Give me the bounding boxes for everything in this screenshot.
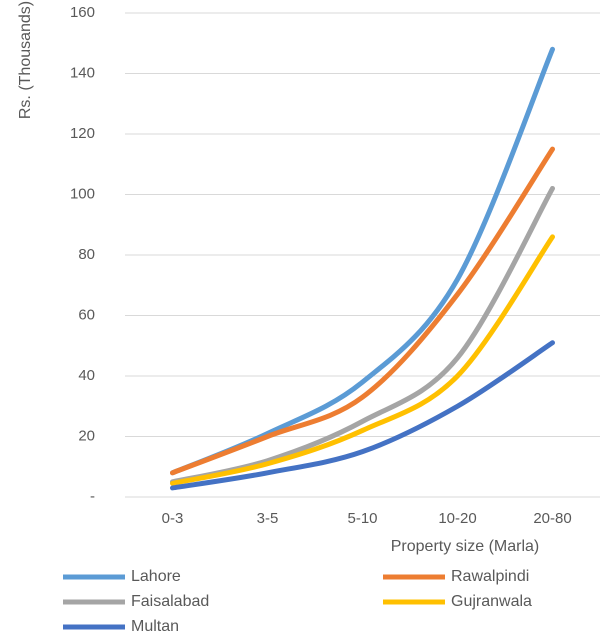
y-tick-label: - (90, 488, 95, 505)
legend-label-rawalpindi: Rawalpindi (451, 568, 529, 585)
y-tick-label: 60 (78, 306, 95, 323)
y-tick-label: 40 (78, 367, 95, 384)
x-axis-title: Property size (Marla) (391, 538, 539, 555)
series-line-lahore (170, 46, 555, 476)
y-axis-title: Rs. (Thousands) (17, 1, 34, 119)
series-line-faisalabad (170, 185, 555, 485)
series-line-multan (170, 340, 555, 491)
y-tick-label: 120 (70, 125, 95, 142)
y-tick-label: 160 (70, 4, 95, 21)
legend-label-faisalabad: Faisalabad (131, 593, 209, 610)
y-tick-labels: - 20 40 60 80 100 120 140 160 (70, 4, 95, 505)
y-tick-label: 140 (70, 64, 95, 81)
x-tick-label: 10-20 (438, 510, 476, 527)
legend-label-gujranwala: Gujranwala (451, 593, 532, 610)
legend-label-multan: Multan (131, 618, 179, 635)
series-line-gujranwala (170, 234, 555, 486)
legend: Lahore Rawalpindi Faisalabad Gujranwala Mult… (63, 568, 532, 635)
series-line-rawalpindi (170, 146, 555, 476)
x-tick-labels: 0-3 3-5 5-10 10-20 20-80 (162, 510, 572, 527)
x-tick-label: 0-3 (162, 510, 184, 527)
y-tick-label: 20 (78, 427, 95, 444)
series-lines (170, 46, 555, 491)
x-tick-label: 5-10 (347, 510, 377, 527)
y-tick-label: 80 (78, 246, 95, 263)
x-tick-label: 3-5 (257, 510, 279, 527)
gridlines (125, 12, 600, 498)
x-tick-label: 20-80 (533, 510, 571, 527)
legend-label-lahore: Lahore (131, 568, 181, 585)
y-tick-label: 100 (70, 185, 95, 202)
